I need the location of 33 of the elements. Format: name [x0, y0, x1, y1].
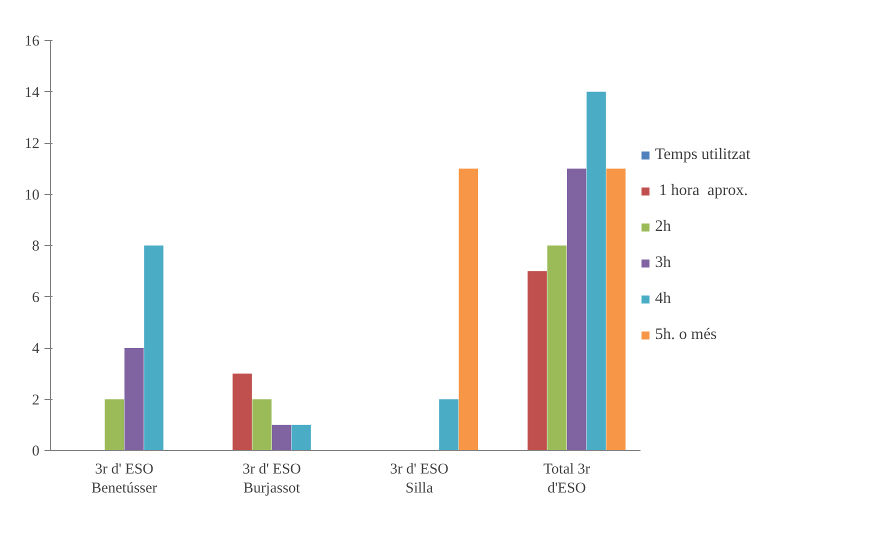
y-tick-label: 0: [32, 444, 40, 460]
legend-label: 5h. o més: [655, 326, 717, 344]
legend-label: 3h: [655, 254, 672, 272]
bar: [232, 374, 252, 450]
bar: [586, 92, 606, 450]
y-tick-label: 6: [32, 290, 40, 306]
legend-label: 1 hora aprox.: [658, 182, 748, 200]
bar: [439, 399, 458, 450]
bar: [458, 168, 478, 450]
y-tick-label: 12: [24, 136, 40, 152]
bar: [252, 399, 272, 450]
bar: [566, 168, 586, 450]
x-tick-label: Total 3r d'ESO: [543, 462, 590, 497]
y-tick-label: 10: [24, 187, 40, 204]
y-tick-label: 16: [24, 34, 40, 50]
bar: [104, 399, 124, 450]
x-tick-label: 3r d' ESO Benetússer: [91, 462, 158, 497]
x-tick-label: 3r d' ESO Silla: [390, 462, 449, 497]
y-tick-label: 4: [32, 341, 40, 357]
bar: [144, 246, 164, 450]
bar: [272, 424, 292, 450]
bar: [528, 271, 547, 450]
y-tick-label: 14: [24, 84, 40, 101]
legend-label: 4h: [655, 290, 672, 308]
legend-label: 2h: [655, 218, 672, 236]
bar: [606, 168, 626, 450]
y-tick-label: 8: [32, 238, 40, 254]
bar: [292, 424, 311, 450]
bar: [547, 246, 567, 450]
x-tick-label: 3r d' ESO Burjassot: [242, 462, 302, 497]
y-tick-label: 2: [32, 392, 40, 408]
bar: [124, 348, 144, 450]
legend-label: Temps utilitzat: [655, 146, 750, 164]
